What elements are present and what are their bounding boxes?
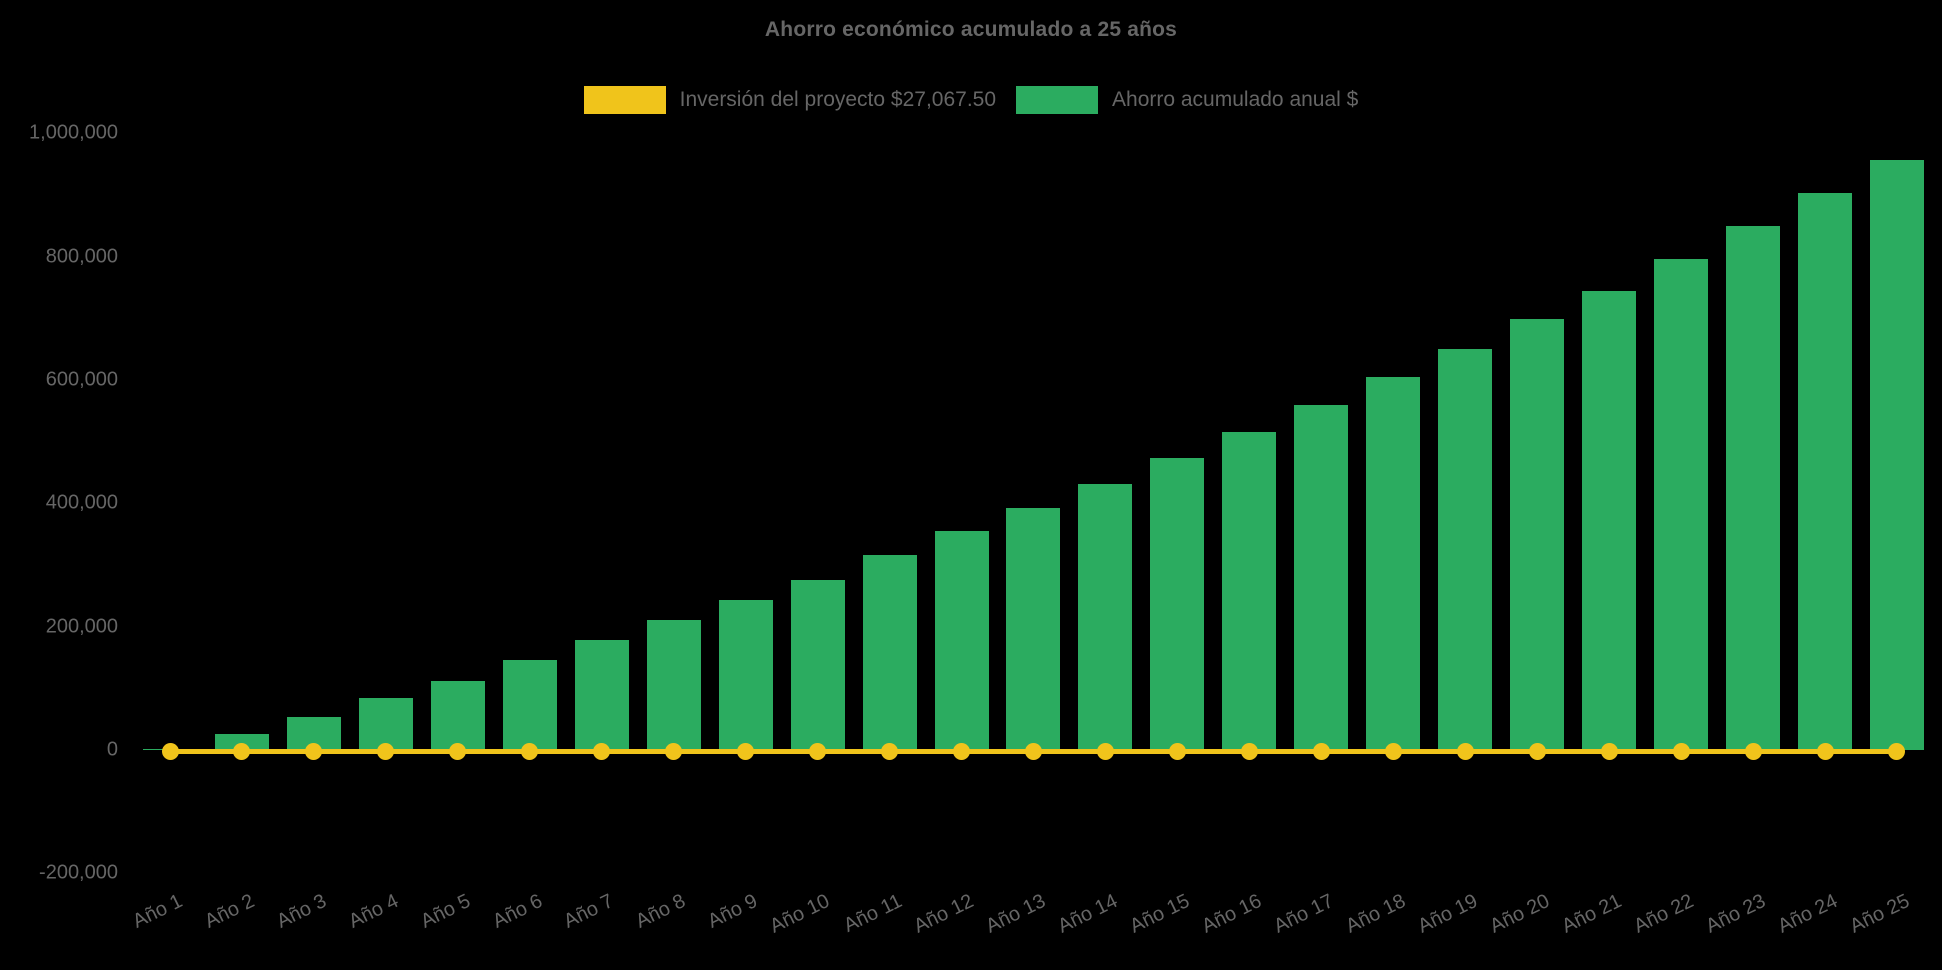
x-axis-tick-label: Año 10: [766, 890, 834, 938]
investment-point[interactable]: [1240, 743, 1258, 760]
investment-point[interactable]: [1024, 743, 1042, 760]
x-axis-tick-label: Año 20: [1486, 890, 1553, 938]
investment-point[interactable]: [881, 743, 899, 760]
investment-point[interactable]: [161, 743, 179, 760]
x-axis-tick-label: Año 21: [1558, 890, 1625, 938]
bar-ahorro-acumulado[interactable]: [862, 555, 917, 750]
x-axis-tick-label: Año 15: [1126, 890, 1194, 938]
investment-point[interactable]: [305, 743, 323, 760]
bar-ahorro-acumulado[interactable]: [1150, 458, 1205, 750]
investment-point[interactable]: [1384, 743, 1402, 760]
x-axis-tick-label: Año 19: [1414, 890, 1481, 938]
investment-point[interactable]: [1672, 743, 1690, 760]
bar-ahorro-acumulado[interactable]: [1222, 432, 1277, 750]
investment-point[interactable]: [449, 743, 467, 760]
y-axis-tick-label: 0: [106, 738, 118, 761]
investment-point[interactable]: [809, 743, 827, 760]
y-axis-tick-label: 1,000,000: [29, 121, 118, 144]
legend-swatch-investment: [583, 86, 666, 114]
x-axis-tick-label: Año 1: [129, 890, 186, 933]
x-axis-tick-label: Año 2: [200, 890, 258, 933]
legend-label-savings: Ahorro acumulado anual $: [1112, 88, 1359, 111]
bar-ahorro-acumulado[interactable]: [1582, 290, 1637, 750]
x-axis-tick-label: Año 16: [1198, 890, 1266, 938]
bar-ahorro-acumulado[interactable]: [502, 659, 557, 750]
bar-ahorro-acumulado[interactable]: [1798, 193, 1853, 750]
bar-ahorro-acumulado[interactable]: [358, 698, 413, 750]
x-axis-tick-label: Año 8: [632, 890, 690, 933]
x-axis-tick-label: Año 4: [344, 890, 402, 933]
x-axis-tick-label: Año 22: [1630, 890, 1697, 938]
investment-point[interactable]: [1528, 743, 1546, 760]
y-axis-tick-label: 800,000: [45, 245, 118, 268]
y-axis-tick-label: 600,000: [45, 368, 118, 391]
bar-ahorro-acumulado[interactable]: [1438, 349, 1493, 750]
bar-ahorro-acumulado[interactable]: [1726, 226, 1781, 750]
x-axis-tick-label: Año 3: [272, 890, 330, 933]
investment-point[interactable]: [1888, 743, 1906, 760]
x-axis-tick-label: Año 14: [1054, 890, 1122, 938]
x-axis-tick-label: Año 5: [416, 890, 474, 933]
investment-point[interactable]: [953, 743, 971, 760]
investment-point[interactable]: [377, 743, 395, 760]
bar-ahorro-acumulado[interactable]: [1510, 318, 1565, 750]
bar-ahorro-acumulado[interactable]: [430, 680, 485, 750]
chart-title: Ahorro económico acumulado a 25 años: [764, 18, 1178, 41]
x-axis-tick-label: Año 9: [704, 890, 762, 933]
legend-label-investment: Inversión del proyecto $27,067.50: [679, 88, 997, 111]
bar-ahorro-acumulado[interactable]: [1869, 159, 1924, 750]
bar-ahorro-acumulado[interactable]: [1294, 405, 1349, 750]
x-axis-tick-label: Año 11: [839, 890, 906, 937]
x-axis-tick-label: Año 23: [1702, 890, 1769, 938]
bar-ahorro-acumulado[interactable]: [1654, 258, 1709, 750]
bar-ahorro-acumulado[interactable]: [646, 619, 701, 750]
investment-point[interactable]: [1096, 743, 1114, 760]
investment-point[interactable]: [233, 743, 251, 760]
legend-item-investment[interactable]: Inversión del proyecto $27,067.50: [583, 86, 997, 114]
x-axis-tick-label: Año 6: [488, 890, 546, 933]
investment-point[interactable]: [593, 743, 611, 760]
bar-ahorro-acumulado[interactable]: [790, 579, 845, 750]
investment-point[interactable]: [1312, 743, 1330, 760]
y-axis-tick-label: 400,000: [45, 491, 118, 514]
chart-legend: Inversión del proyecto $27,067.50 Ahorro…: [0, 86, 1942, 114]
legend-swatch-savings: [1016, 86, 1099, 114]
y-axis-tick-label: -200,000: [39, 861, 118, 884]
investment-point[interactable]: [1168, 743, 1186, 760]
bar-ahorro-acumulado[interactable]: [574, 640, 629, 750]
x-axis-tick-label: Año 7: [560, 890, 618, 933]
x-axis-tick-label: Año 17: [1270, 890, 1337, 938]
legend-item-savings[interactable]: Ahorro acumulado anual $: [1016, 86, 1358, 114]
bar-ahorro-acumulado[interactable]: [1006, 508, 1061, 750]
investment-point[interactable]: [1456, 743, 1474, 760]
bar-ahorro-acumulado[interactable]: [1366, 376, 1421, 750]
bar-ahorro-acumulado[interactable]: [214, 733, 269, 750]
bar-ahorro-acumulado[interactable]: [718, 600, 773, 750]
x-axis-tick-label: Año 13: [982, 890, 1050, 938]
x-axis-tick-label: Año 12: [910, 890, 978, 938]
bar-ahorro-acumulado[interactable]: [934, 531, 989, 750]
investment-point[interactable]: [1816, 743, 1834, 760]
investment-point[interactable]: [1744, 743, 1762, 760]
investment-point[interactable]: [665, 743, 683, 760]
x-axis-tick-label: Año 25: [1846, 890, 1913, 938]
bar-ahorro-acumulado[interactable]: [1078, 484, 1133, 750]
investment-point[interactable]: [737, 743, 755, 760]
investment-point[interactable]: [521, 743, 539, 760]
investment-point[interactable]: [1600, 743, 1618, 760]
y-axis-tick-label: 200,000: [45, 615, 118, 638]
x-axis-tick-label: Año 24: [1774, 890, 1841, 938]
x-axis-tick-label: Año 18: [1342, 890, 1409, 938]
